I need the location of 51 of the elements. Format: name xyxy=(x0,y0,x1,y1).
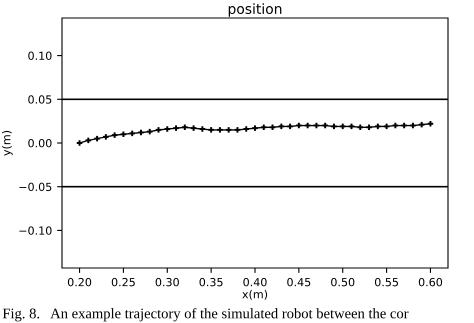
point xyxy=(348,122,356,130)
point xyxy=(216,126,224,134)
point xyxy=(304,122,312,130)
point xyxy=(374,122,382,130)
point xyxy=(286,122,294,130)
chart-title: position xyxy=(228,3,282,17)
x-tick-label: 0.40 xyxy=(243,278,267,286)
point xyxy=(295,122,303,130)
x-tick-label: 0.20 xyxy=(68,278,92,286)
point xyxy=(207,126,215,134)
point xyxy=(172,124,180,132)
point xyxy=(382,122,390,130)
caption: Fig. 8. An example trajectory of the simulated robot between the cor xyxy=(2,308,408,322)
point xyxy=(224,126,232,134)
y-tick-label: −0.05 xyxy=(19,182,52,192)
y-tick-label: −0.10 xyxy=(19,226,52,235)
point xyxy=(93,134,101,142)
point xyxy=(312,122,320,130)
point xyxy=(330,122,338,130)
point xyxy=(154,126,162,134)
y-axis-title: y(m) xyxy=(2,130,13,156)
x-axis-title: x(m) xyxy=(242,290,268,300)
point xyxy=(338,122,346,130)
x-tick-label: 0.60 xyxy=(418,278,442,286)
point xyxy=(128,130,136,138)
point xyxy=(251,124,259,132)
point xyxy=(190,124,198,132)
point xyxy=(146,128,154,136)
x-tick-label: 0.30 xyxy=(156,278,179,286)
point xyxy=(234,126,242,134)
point xyxy=(409,122,417,130)
x-tick-label: 0.45 xyxy=(287,278,310,286)
point xyxy=(278,122,286,130)
x-tick-label: 0.50 xyxy=(331,278,354,286)
point xyxy=(198,125,206,133)
point xyxy=(164,125,172,133)
y-tick-label: 0.10 xyxy=(28,52,52,60)
point xyxy=(84,136,92,144)
point xyxy=(137,128,145,136)
x-tick-label: 0.55 xyxy=(374,278,398,286)
y-tick-label: 0.00 xyxy=(28,138,52,148)
y-tick-label: 0.05 xyxy=(28,95,52,104)
point xyxy=(392,122,400,130)
point xyxy=(400,122,408,130)
x-tick-label: 0.35 xyxy=(200,278,223,286)
point xyxy=(418,120,426,128)
point xyxy=(321,122,329,130)
point xyxy=(242,125,250,133)
point xyxy=(110,131,118,139)
point xyxy=(102,133,110,141)
x-tick-label: 0.25 xyxy=(112,278,135,286)
